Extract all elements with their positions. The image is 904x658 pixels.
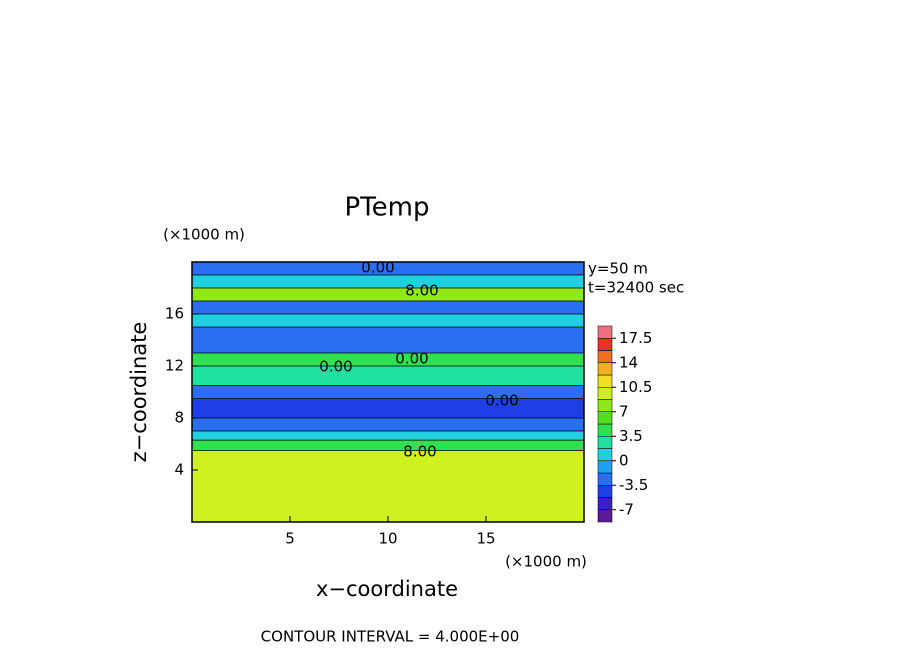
field-band xyxy=(192,366,584,386)
contour-label: 0.00 xyxy=(361,259,394,277)
y-tick-label: 4 xyxy=(174,461,184,479)
y-tick-label: 12 xyxy=(165,357,184,375)
colorbar-segment xyxy=(597,325,613,339)
field-band xyxy=(192,440,584,451)
colorbar-segment xyxy=(597,423,613,437)
y-tick-label: 16 xyxy=(165,305,184,323)
field-band xyxy=(192,385,584,399)
colorbar-tick-label: 7 xyxy=(619,402,629,420)
colorbar-segment xyxy=(597,350,613,363)
field-band xyxy=(192,275,584,288)
colorbar-segment xyxy=(597,448,613,461)
colorbar-segment xyxy=(597,399,613,412)
colorbar-tick-label: -3.5 xyxy=(619,476,648,494)
colorbar-segment xyxy=(597,460,613,474)
contour-label: 8.00 xyxy=(405,282,438,300)
y-tick-label: 8 xyxy=(174,409,184,427)
x-tick-label: 15 xyxy=(476,530,495,548)
field-band xyxy=(192,314,584,327)
colorbar-segment xyxy=(597,374,613,388)
field-band xyxy=(192,450,584,522)
x-unit: (×1000 m) xyxy=(505,553,587,571)
colorbar-segment xyxy=(597,387,613,400)
field-band xyxy=(192,327,584,353)
field-band xyxy=(192,262,584,275)
info-text: t=32400 sec xyxy=(588,279,684,297)
info-text: y=50 m xyxy=(588,260,648,278)
colorbar-tick-label: 3.5 xyxy=(619,427,643,445)
x-tick-label: 10 xyxy=(378,530,397,548)
colorbar-segment xyxy=(597,411,613,425)
y-unit: (×1000 m) xyxy=(163,226,245,244)
field-band xyxy=(192,418,584,431)
colorbar-tick-label: 10.5 xyxy=(619,378,652,396)
colorbar-segment xyxy=(597,362,613,376)
contour-label: 8.00 xyxy=(403,443,436,461)
colorbar-segment xyxy=(597,485,613,498)
x-tick-label: 5 xyxy=(285,530,295,548)
colorbar-tick-label: 17.5 xyxy=(619,329,652,347)
colorbar-segment xyxy=(597,436,613,449)
y-axis-label: z−coordinate xyxy=(127,322,151,463)
field-band xyxy=(192,431,584,441)
footer: CONTOUR INTERVAL = 4.000E+00 xyxy=(261,628,520,646)
contour-label: 0.00 xyxy=(485,392,518,410)
colorbar-tick-label: -7 xyxy=(619,500,634,518)
field-band xyxy=(192,288,584,301)
contour-label: 0.00 xyxy=(395,350,428,368)
colorbar-segment xyxy=(597,509,613,523)
colorbar-tick-label: 0 xyxy=(619,451,629,469)
colorbar-segment xyxy=(597,338,613,351)
field-band xyxy=(192,353,584,366)
chart-title: PTemp xyxy=(345,193,430,223)
field-band xyxy=(192,301,584,314)
colorbar-segment xyxy=(597,472,613,486)
field-band xyxy=(192,398,584,418)
colorbar-segment xyxy=(597,497,613,510)
colorbar-tick-label: 14 xyxy=(619,353,638,371)
x-axis-label: x−coordinate xyxy=(316,577,458,601)
contour-label: 0.00 xyxy=(319,358,352,376)
